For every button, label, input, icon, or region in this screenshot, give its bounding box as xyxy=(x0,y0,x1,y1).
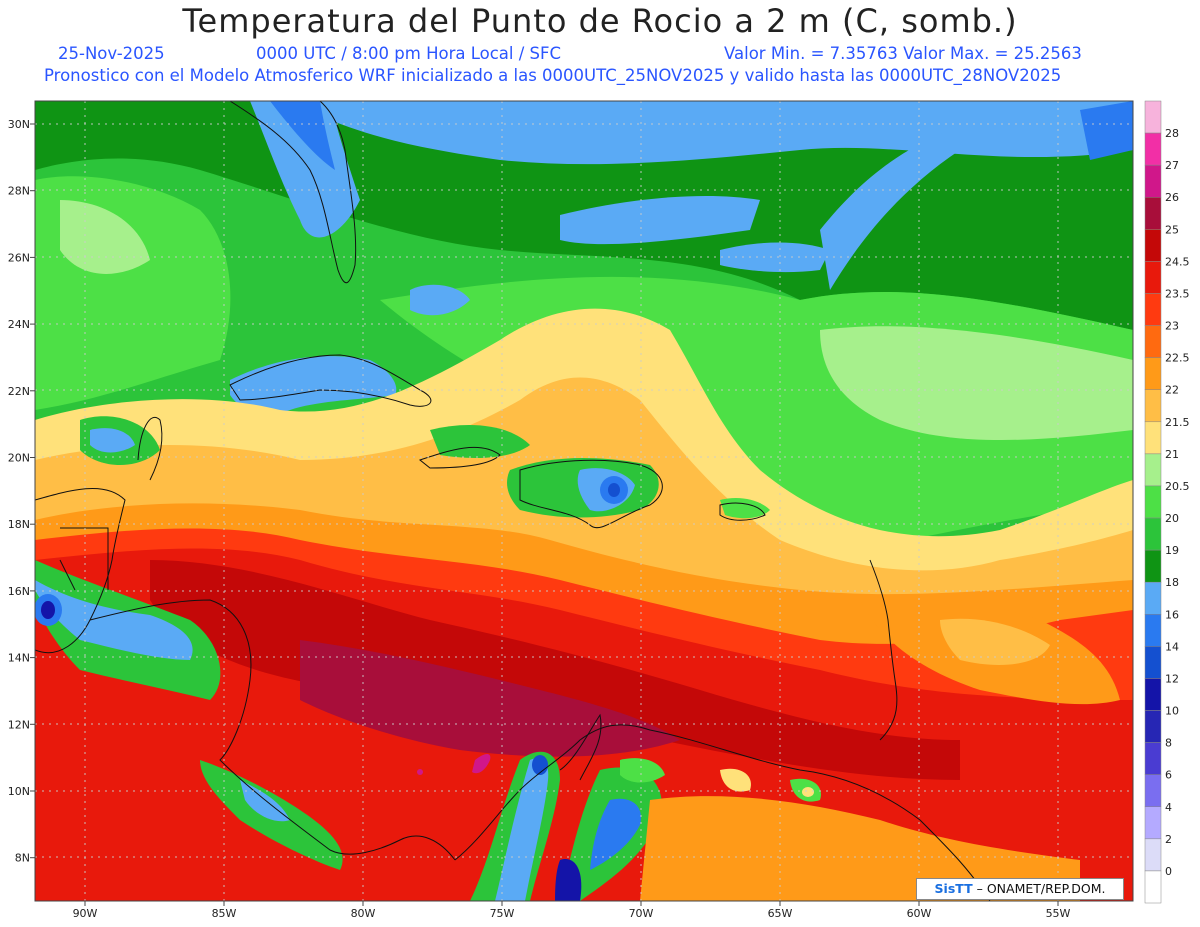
legend-label: 28 xyxy=(1165,127,1179,140)
dewpoint-field xyxy=(35,101,1133,901)
lat-label: 14N xyxy=(8,652,30,665)
legend-label: 20.5 xyxy=(1165,480,1190,493)
lat-label: 20N xyxy=(8,452,30,465)
lon-label: 70W xyxy=(629,907,654,920)
axis-ticks xyxy=(30,123,1059,906)
legend-label: 14 xyxy=(1165,640,1179,653)
legend-label: 19 xyxy=(1165,544,1179,557)
legend-label: 18 xyxy=(1165,576,1179,589)
legend-swatch xyxy=(1144,164,1162,198)
legend-swatch xyxy=(1144,614,1162,647)
legend-swatch xyxy=(1144,357,1162,390)
lat-label: 8N xyxy=(15,852,30,865)
legend-swatch xyxy=(1144,261,1162,294)
lon-label: 85W xyxy=(212,907,237,920)
lon-label: 65W xyxy=(768,907,793,920)
value-range-info: Valor Min. = 7.35763 Valor Max. = 25.256… xyxy=(724,44,1082,63)
legend-label: 22.5 xyxy=(1165,352,1190,365)
lon-label: 75W xyxy=(490,907,515,920)
legend-swatch xyxy=(1144,453,1162,487)
legend-swatch xyxy=(1144,325,1162,358)
lat-label: 22N xyxy=(8,385,30,398)
lat-label: 18N xyxy=(8,518,30,531)
legend-label: 8 xyxy=(1165,737,1172,750)
legend-swatch xyxy=(1144,806,1162,840)
legend-label: 16 xyxy=(1165,608,1179,621)
legend-swatch xyxy=(1144,389,1162,423)
legend-label: 2 xyxy=(1165,833,1172,846)
legend-swatch xyxy=(1144,581,1162,615)
lon-label: 90W xyxy=(73,907,98,920)
longitude-labels: 90W 85W 80W 75W 70W 65W 60W 55W xyxy=(73,907,1071,920)
lat-label: 26N xyxy=(8,251,30,264)
lon-label: 60W xyxy=(907,907,932,920)
color-legend: 2827262524.523.52322.52221.52120.5201918… xyxy=(1144,100,1190,904)
legend-label: 20 xyxy=(1165,512,1179,525)
model-info: Pronostico con el Modelo Atmosferico WRF… xyxy=(44,66,1062,85)
legend-label: 26 xyxy=(1165,191,1179,204)
legend-swatch xyxy=(1144,870,1162,904)
legend-swatch xyxy=(1144,646,1162,679)
lat-label: 24N xyxy=(8,318,30,331)
lat-label: 30N xyxy=(8,118,30,131)
credit-text: ONAMET/REP.DOM. xyxy=(986,881,1106,896)
map-title: Temperatura del Punto de Rocio a 2 m (C,… xyxy=(182,2,1018,40)
legend-swatch xyxy=(1144,293,1162,326)
legend-label: 12 xyxy=(1165,672,1179,685)
legend-swatch xyxy=(1144,132,1162,166)
legend-swatch xyxy=(1144,549,1162,583)
legend-swatch xyxy=(1144,196,1162,230)
legend-label: 22 xyxy=(1165,384,1179,397)
credit-box: SisTT – ONAMET/REP.DOM. xyxy=(916,878,1124,900)
legend-label: 27 xyxy=(1165,159,1179,172)
forecast-time-info: 0000 UTC / 8:00 pm Hora Local / SFC xyxy=(256,44,562,63)
legend-swatch xyxy=(1144,710,1162,743)
legend-swatch xyxy=(1144,742,1162,775)
legend-label: 23 xyxy=(1165,320,1179,333)
legend-label: 6 xyxy=(1165,769,1172,782)
sistt-logo: SisTT xyxy=(934,881,973,896)
legend-label: 23.5 xyxy=(1165,287,1190,300)
legend-swatch xyxy=(1144,421,1162,455)
legend-swatch xyxy=(1144,229,1162,262)
legend-label: 21.5 xyxy=(1165,416,1190,429)
lon-label: 55W xyxy=(1046,907,1071,920)
lat-label: 10N xyxy=(8,785,30,798)
legend-swatch xyxy=(1144,838,1162,872)
legend-label: 24.5 xyxy=(1165,255,1190,268)
legend-swatch xyxy=(1144,678,1162,711)
legend-label: 25 xyxy=(1165,223,1179,236)
latitude-labels: 30N 28N 26N 24N 22N 20N 18N 16N 14N 12N 10N 8N xyxy=(8,118,30,865)
legend-label: 10 xyxy=(1165,705,1179,718)
legend-label: 4 xyxy=(1165,801,1172,814)
legend-swatch xyxy=(1144,485,1162,519)
legend-swatch xyxy=(1144,100,1162,134)
lat-label: 12N xyxy=(8,718,30,731)
legend-swatch xyxy=(1144,517,1162,551)
lon-label: 80W xyxy=(351,907,376,920)
legend-swatch xyxy=(1144,774,1162,808)
legend-label: 0 xyxy=(1165,865,1172,878)
legend-label: 21 xyxy=(1165,448,1179,461)
lat-label: 16N xyxy=(8,585,30,598)
lat-label: 28N xyxy=(8,185,30,198)
forecast-date: 25-Nov-2025 xyxy=(58,44,165,63)
